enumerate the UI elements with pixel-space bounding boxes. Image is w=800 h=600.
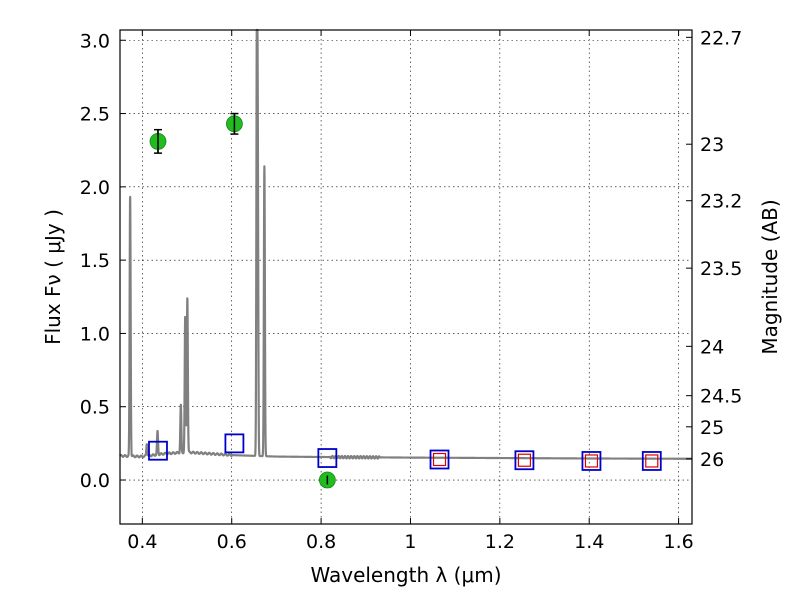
spectrum-line bbox=[119, 28, 693, 460]
mag-tick-label: 24.5 bbox=[700, 386, 742, 408]
grid-layer bbox=[120, 30, 692, 524]
axis-layer: 0.4 0.6 0.8 1 1.2 1.4 1.6 0.0 0.5 1.0 1.5 2.0 2.5 3.0… bbox=[80, 27, 743, 553]
y2-axis-label: Magnitude (AB) bbox=[758, 199, 782, 354]
x-tick-label: 0.6 bbox=[217, 531, 247, 553]
mag-tick-label: 25 bbox=[700, 417, 724, 439]
model-point-red bbox=[517, 453, 532, 467]
model-point-blue bbox=[429, 449, 450, 470]
model-point-blue bbox=[581, 451, 602, 471]
mag-tick-label: 26 bbox=[700, 449, 724, 471]
mag-tick-label: 23.2 bbox=[700, 191, 742, 213]
model-point-red bbox=[645, 454, 659, 468]
model-point-blue bbox=[641, 451, 662, 471]
y-tick-label: 2.0 bbox=[80, 177, 110, 199]
plot-frame bbox=[119, 29, 693, 525]
mag-tick-label: 24 bbox=[700, 336, 724, 358]
model-point-blue bbox=[317, 448, 338, 468]
y-tick-label: 2.5 bbox=[80, 104, 110, 126]
x-axis-label: Wavelength λ (μm) bbox=[310, 563, 501, 587]
y-tick-label: 1.5 bbox=[80, 250, 110, 272]
mag-tick-label: 23.5 bbox=[700, 258, 742, 280]
marker-layer bbox=[148, 112, 662, 489]
y-tick-label: 1.0 bbox=[80, 323, 110, 345]
x-tick-label: 0.4 bbox=[127, 531, 157, 553]
y-tick-label: 0.5 bbox=[80, 397, 110, 419]
x-tick-label: 1 bbox=[404, 531, 416, 553]
y-tick-label: 0.0 bbox=[80, 470, 110, 492]
y-tick-label: 3.0 bbox=[80, 30, 110, 52]
mag-tick-label: 22.7 bbox=[700, 27, 742, 49]
x-tick-label: 1.4 bbox=[574, 531, 604, 553]
mag-tick-label: 23 bbox=[700, 134, 724, 156]
x-tick-label: 1.2 bbox=[485, 531, 515, 553]
x-tick-label: 0.8 bbox=[306, 531, 336, 553]
model-point-blue bbox=[224, 433, 245, 454]
model-point-red bbox=[432, 452, 447, 467]
model-point-blue bbox=[514, 450, 535, 471]
x-tick-label: 1.6 bbox=[663, 531, 693, 553]
model-point-blue bbox=[148, 440, 168, 461]
spectrum-layer bbox=[119, 28, 693, 460]
y-axis-label: Flux Fν ( μJy ) bbox=[41, 209, 65, 345]
model-point-red bbox=[584, 454, 599, 468]
